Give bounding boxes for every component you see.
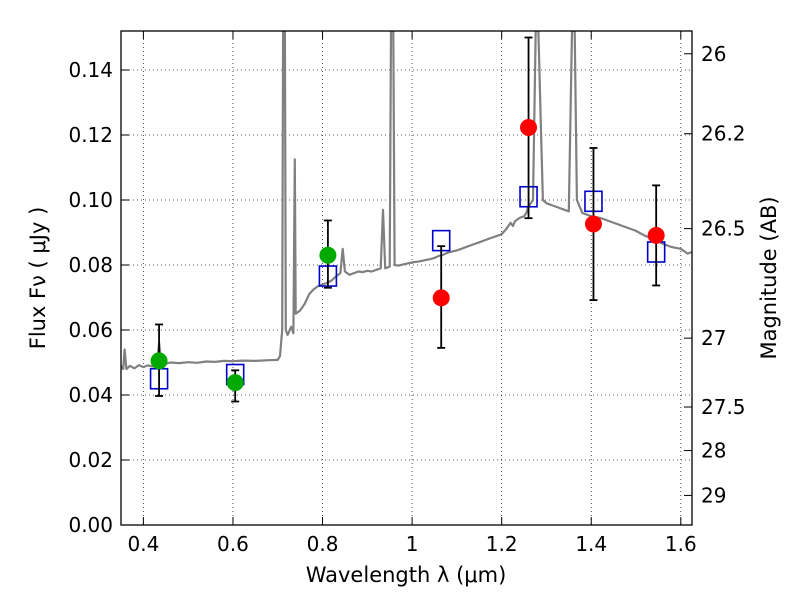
y-tick-label: 0.04 — [68, 383, 113, 407]
y-tick-label: 0.06 — [68, 318, 113, 342]
x-tick-label: 1.2 — [486, 532, 518, 556]
observed-photometry-point — [226, 374, 244, 392]
observed-photometry-point — [647, 226, 665, 244]
observed-photometry-point — [319, 246, 337, 264]
x-tick-label: 1.4 — [575, 532, 607, 556]
observed-photometry-point — [150, 352, 168, 370]
y2-tick-label: 26.5 — [701, 217, 746, 241]
y2-tick-label: 27 — [701, 326, 726, 350]
x-tick-label: 0.4 — [127, 532, 159, 556]
y2-axis: 26 26.2 26.5 27 27.5 28 29 — [684, 42, 746, 507]
model-spectrum-line — [121, 31, 692, 371]
x-tick-label: 1.6 — [665, 532, 697, 556]
y-tick-label: 0.08 — [68, 253, 113, 277]
x-tick-label: 1 — [406, 532, 419, 556]
y2-tick-label: 26.2 — [701, 122, 746, 146]
y-tick-label: 0.00 — [68, 513, 113, 537]
y-axis-title: Flux Fν ( μJy ) — [26, 207, 50, 350]
x-tick-label: 0.8 — [307, 532, 339, 556]
y2-axis-title: Magnitude (AB) — [757, 196, 781, 359]
y-tick-label: 0.10 — [68, 188, 113, 212]
y2-tick-label: 28 — [701, 439, 726, 463]
observed-photometry-point — [584, 215, 602, 233]
y-tick-label: 0.12 — [68, 123, 113, 147]
y2-tick-label: 26 — [701, 42, 726, 66]
x-axis: 0.4 0.6 0.8 1 1.2 1.4 1.6 — [127, 31, 697, 556]
plot-frame — [120, 30, 693, 526]
observed-photometry-point — [432, 289, 450, 307]
y-axis: 0.00 0.02 0.04 0.06 0.08 0.10 0.12 0.14 — [68, 58, 129, 537]
observed-photometry-point — [520, 119, 538, 137]
y2-tick-label: 29 — [701, 483, 726, 507]
y2-tick-label: 27.5 — [701, 395, 746, 419]
y-tick-label: 0.02 — [68, 448, 113, 472]
x-axis-title: Wavelength λ (μm) — [306, 563, 507, 587]
plot-area — [121, 31, 692, 403]
y-tick-label: 0.14 — [68, 58, 113, 82]
x-tick-label: 0.6 — [217, 532, 249, 556]
